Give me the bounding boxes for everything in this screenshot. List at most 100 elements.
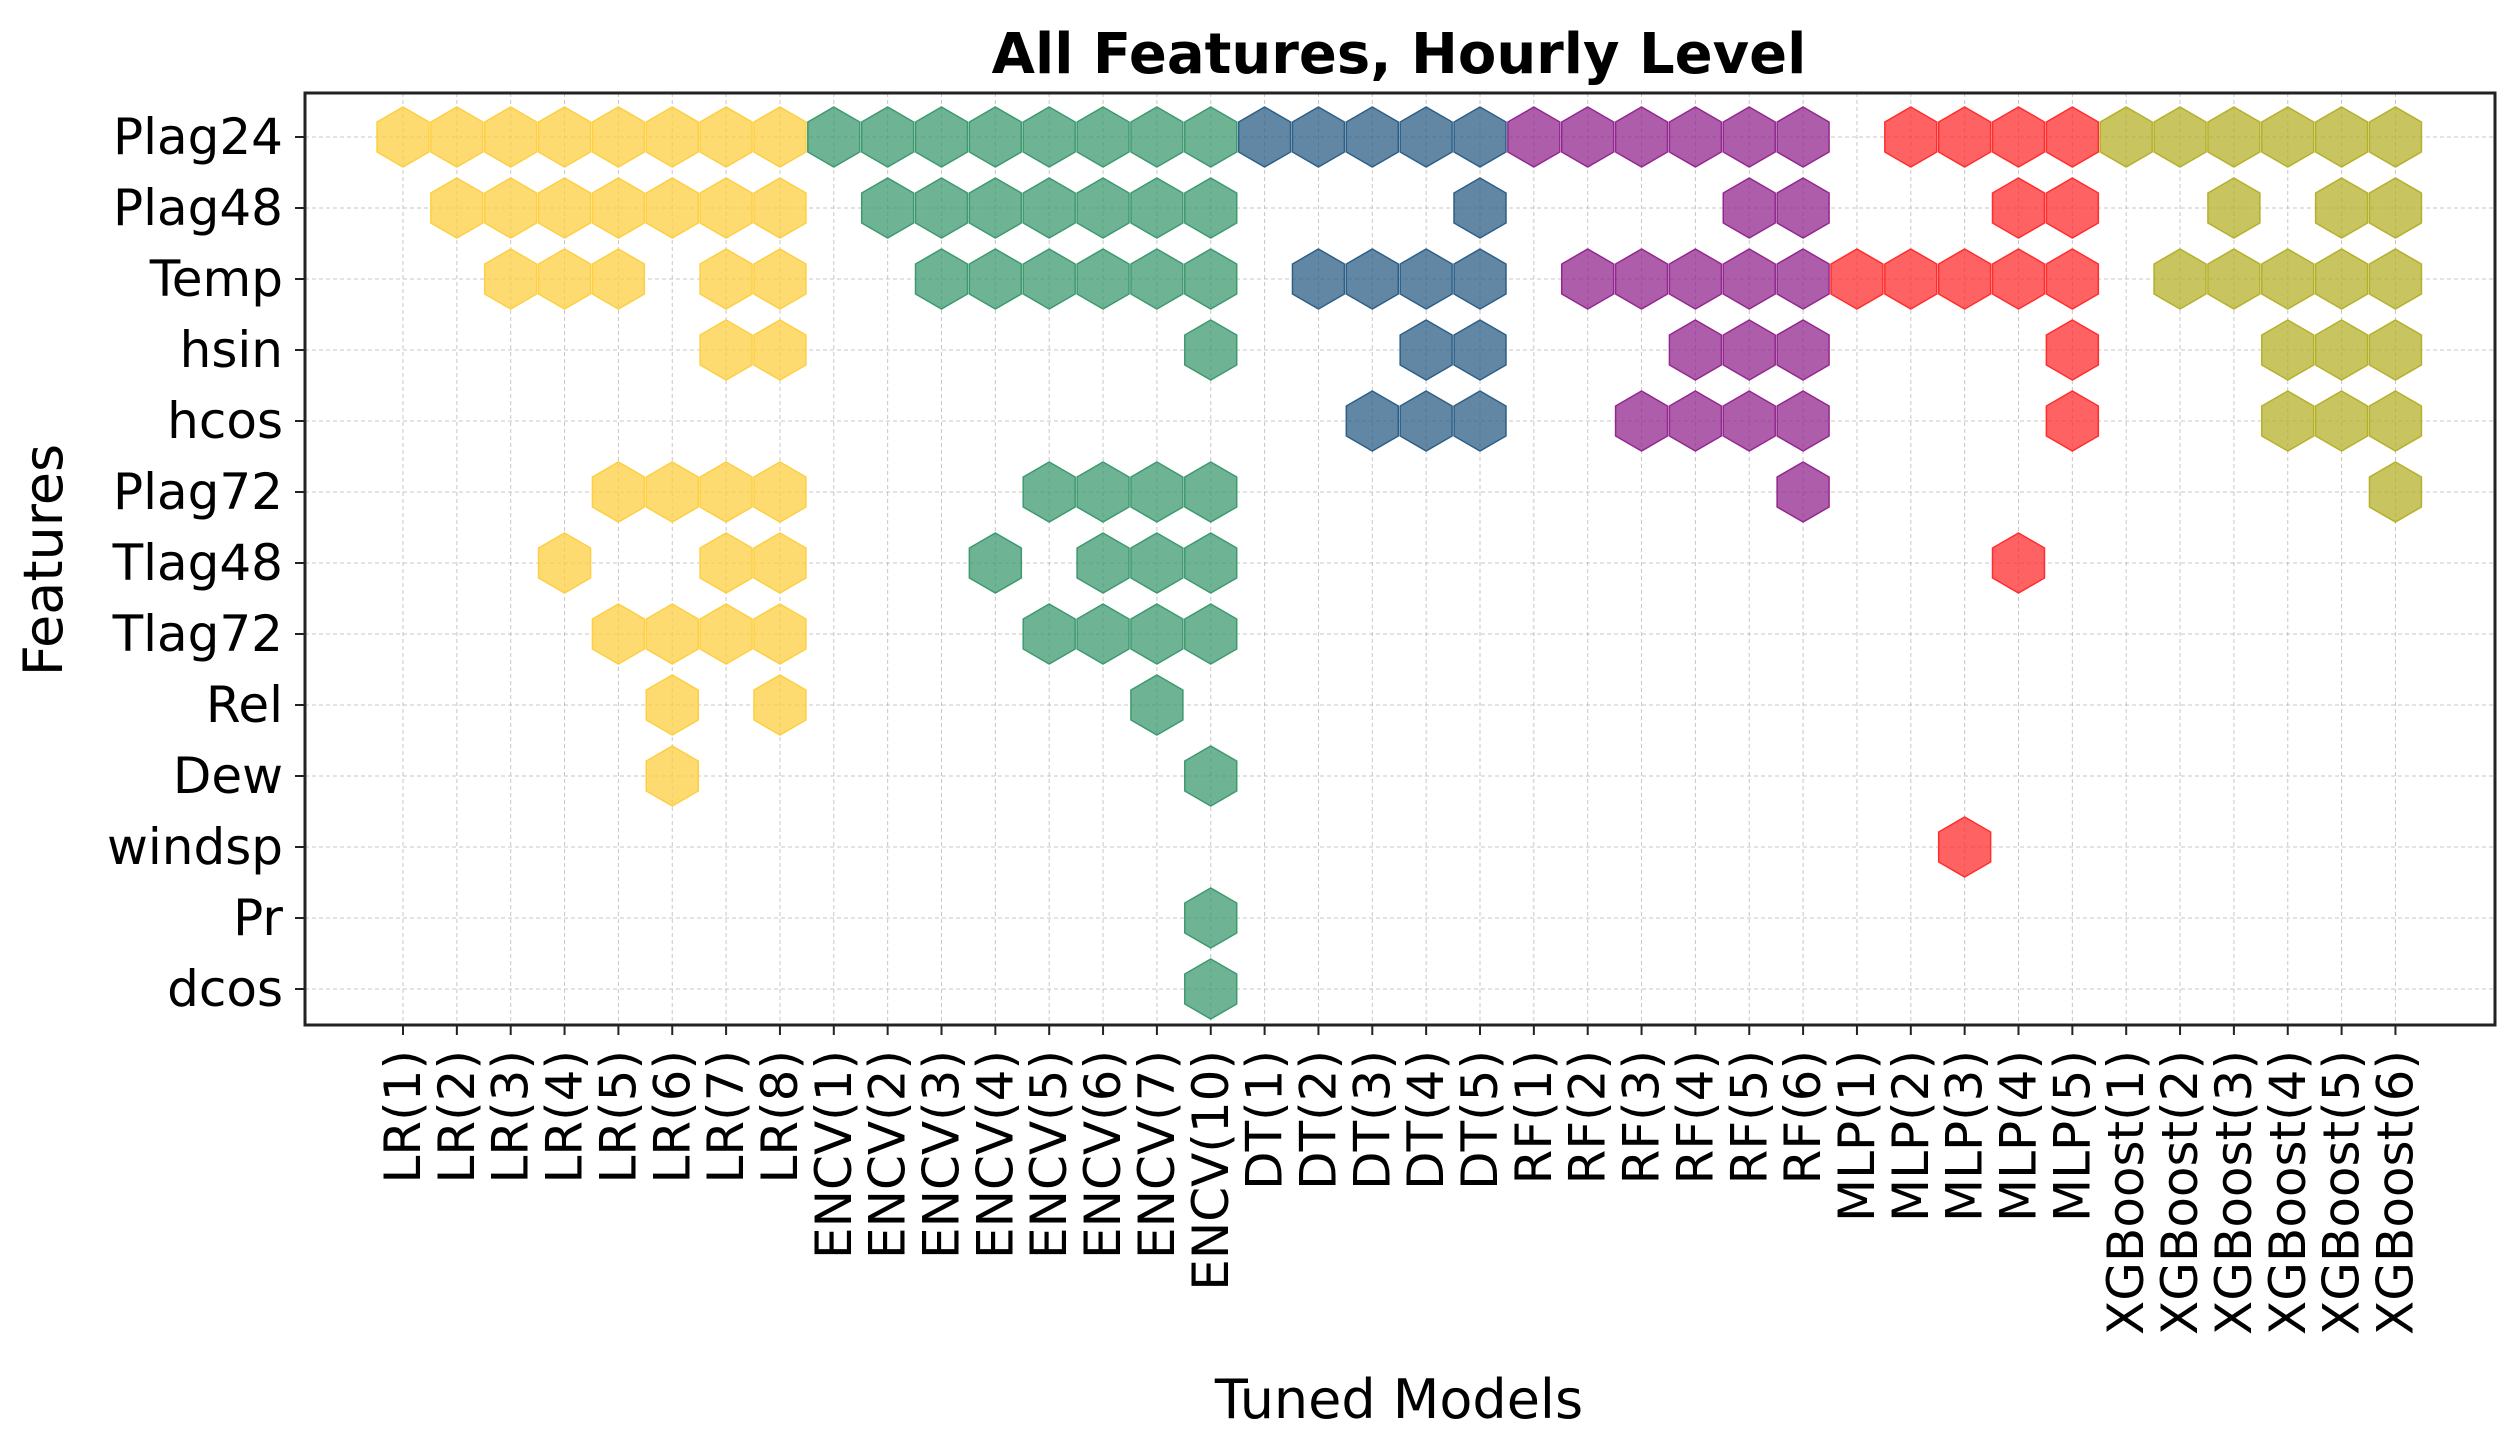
hex-marker — [860, 177, 915, 239]
hex-marker — [2368, 177, 2423, 239]
hex-marker — [968, 532, 1023, 594]
hex-marker — [1776, 390, 1830, 452]
y-tick-labels: Plag24 Plag48 Temp hsin hcos Plag72 Tlag48 Tlag… — [107, 108, 305, 1018]
hex-marker — [1830, 248, 1884, 310]
x-tick-label: LR(1) — [374, 1050, 432, 1183]
hex-marker — [2368, 461, 2423, 523]
hex-marker — [1560, 248, 1615, 310]
hex-marker — [1399, 390, 1453, 452]
hex-marker — [1022, 248, 1076, 310]
hex-marker — [753, 319, 807, 381]
x-tick-label: RF(3) — [1613, 1050, 1671, 1184]
hex-marker — [591, 603, 646, 665]
x-tick-label: ENCV(3) — [913, 1050, 971, 1259]
x-tick-label: LR(2) — [428, 1050, 486, 1183]
y-tick-label: dcos — [167, 960, 283, 1018]
hex-marker — [645, 674, 699, 736]
x-tick-label: XGBoost(4) — [2259, 1050, 2317, 1335]
x-tick-label: ENCV(10) — [1182, 1050, 1240, 1291]
x-tick-label: ENCV(1) — [805, 1050, 863, 1259]
x-tick-label: RF(1) — [1505, 1050, 1563, 1184]
chart-title: All Features, Hourly Level — [992, 22, 1807, 87]
hex-marker — [1184, 177, 1238, 239]
x-tick-label: DT(4) — [1397, 1050, 1455, 1190]
hex-marker — [1076, 603, 1130, 665]
hex-marker — [2368, 390, 2423, 452]
plot-frame — [303, 91, 2497, 1027]
x-tick-label: RF(5) — [1720, 1050, 1778, 1184]
hex-marker — [753, 106, 807, 168]
hex-marker — [860, 106, 915, 168]
hex-marker — [1130, 177, 1184, 239]
x-tick-label: DT(1) — [1236, 1050, 1294, 1190]
hex-marker — [1668, 106, 1723, 168]
hex-marker — [2314, 319, 2369, 381]
hex-marker — [1184, 887, 1238, 949]
hex-marker — [1453, 319, 1507, 381]
hex-marker — [968, 248, 1023, 310]
hex-marker — [699, 532, 753, 594]
y-tick-label: Tlag72 — [112, 605, 283, 663]
hex-marker — [1022, 106, 1076, 168]
hex-marker — [914, 248, 969, 310]
marker-layer — [376, 106, 2423, 1020]
hex-marker — [1076, 106, 1130, 168]
x-tick-label: ENCV(5) — [1020, 1050, 1078, 1259]
hex-marker — [968, 106, 1023, 168]
hex-marker — [699, 248, 753, 310]
x-tick-label: MLP(5) — [2043, 1050, 2101, 1222]
hex-marker — [2261, 106, 2315, 168]
x-tick-label: ENCV(2) — [859, 1050, 917, 1259]
y-tick-label: Pr — [233, 889, 283, 947]
hex-marker — [2099, 106, 2153, 168]
hex-marker — [2207, 177, 2261, 239]
x-tick-label: MLP(4) — [1990, 1050, 2048, 1222]
hex-marker — [1184, 603, 1238, 665]
hex-marker — [591, 177, 646, 239]
hex-marker — [1130, 248, 1184, 310]
x-tick-label: XGBoost(2) — [2151, 1050, 2209, 1335]
hex-marker — [1453, 106, 1507, 168]
hex-marker — [2207, 248, 2261, 310]
x-tick-label: RF(4) — [1666, 1050, 1724, 1184]
hex-marker — [1614, 390, 1669, 452]
x-tick-label: LR(6) — [643, 1050, 701, 1183]
hex-marker — [2045, 106, 2100, 168]
hex-marker — [1184, 106, 1238, 168]
hex-marker — [2368, 319, 2423, 381]
hex-marker — [483, 106, 538, 168]
y-tick-label: Rel — [206, 676, 283, 734]
hex-marker — [1184, 745, 1238, 807]
hex-marker — [699, 177, 753, 239]
y-axis-label: Features — [12, 444, 75, 676]
hex-marker — [2368, 248, 2423, 310]
hex-marker — [1722, 177, 1776, 239]
hex-marker — [645, 461, 699, 523]
x-tick-label: MLP(2) — [1882, 1050, 1940, 1222]
hex-marker — [1722, 319, 1776, 381]
hex-marker — [1130, 532, 1184, 594]
y-tick-label: Plag24 — [113, 108, 283, 166]
hex-marker — [1022, 603, 1076, 665]
hex-marker — [591, 248, 646, 310]
hex-marker — [2207, 106, 2261, 168]
hex-marker — [1776, 248, 1830, 310]
hex-marker — [699, 319, 753, 381]
hex-marker — [914, 177, 969, 239]
hex-marker — [1614, 106, 1669, 168]
hex-marker — [2261, 319, 2315, 381]
y-tick-label: hcos — [167, 392, 283, 450]
hex-marker — [1184, 461, 1238, 523]
hex-marker — [699, 603, 753, 665]
hex-marker — [1776, 177, 1830, 239]
hex-marker — [914, 106, 969, 168]
hex-marker — [1345, 106, 1400, 168]
hex-marker — [645, 745, 699, 807]
hex-marker — [1184, 532, 1238, 594]
hex-marker — [1130, 674, 1184, 736]
x-tick-label: DT(2) — [1289, 1050, 1347, 1190]
x-tick-label: MLP(3) — [1936, 1050, 1994, 1222]
y-tick-label: Tlag48 — [112, 534, 283, 592]
hex-marker — [2368, 106, 2423, 168]
hex-marker — [1076, 248, 1130, 310]
